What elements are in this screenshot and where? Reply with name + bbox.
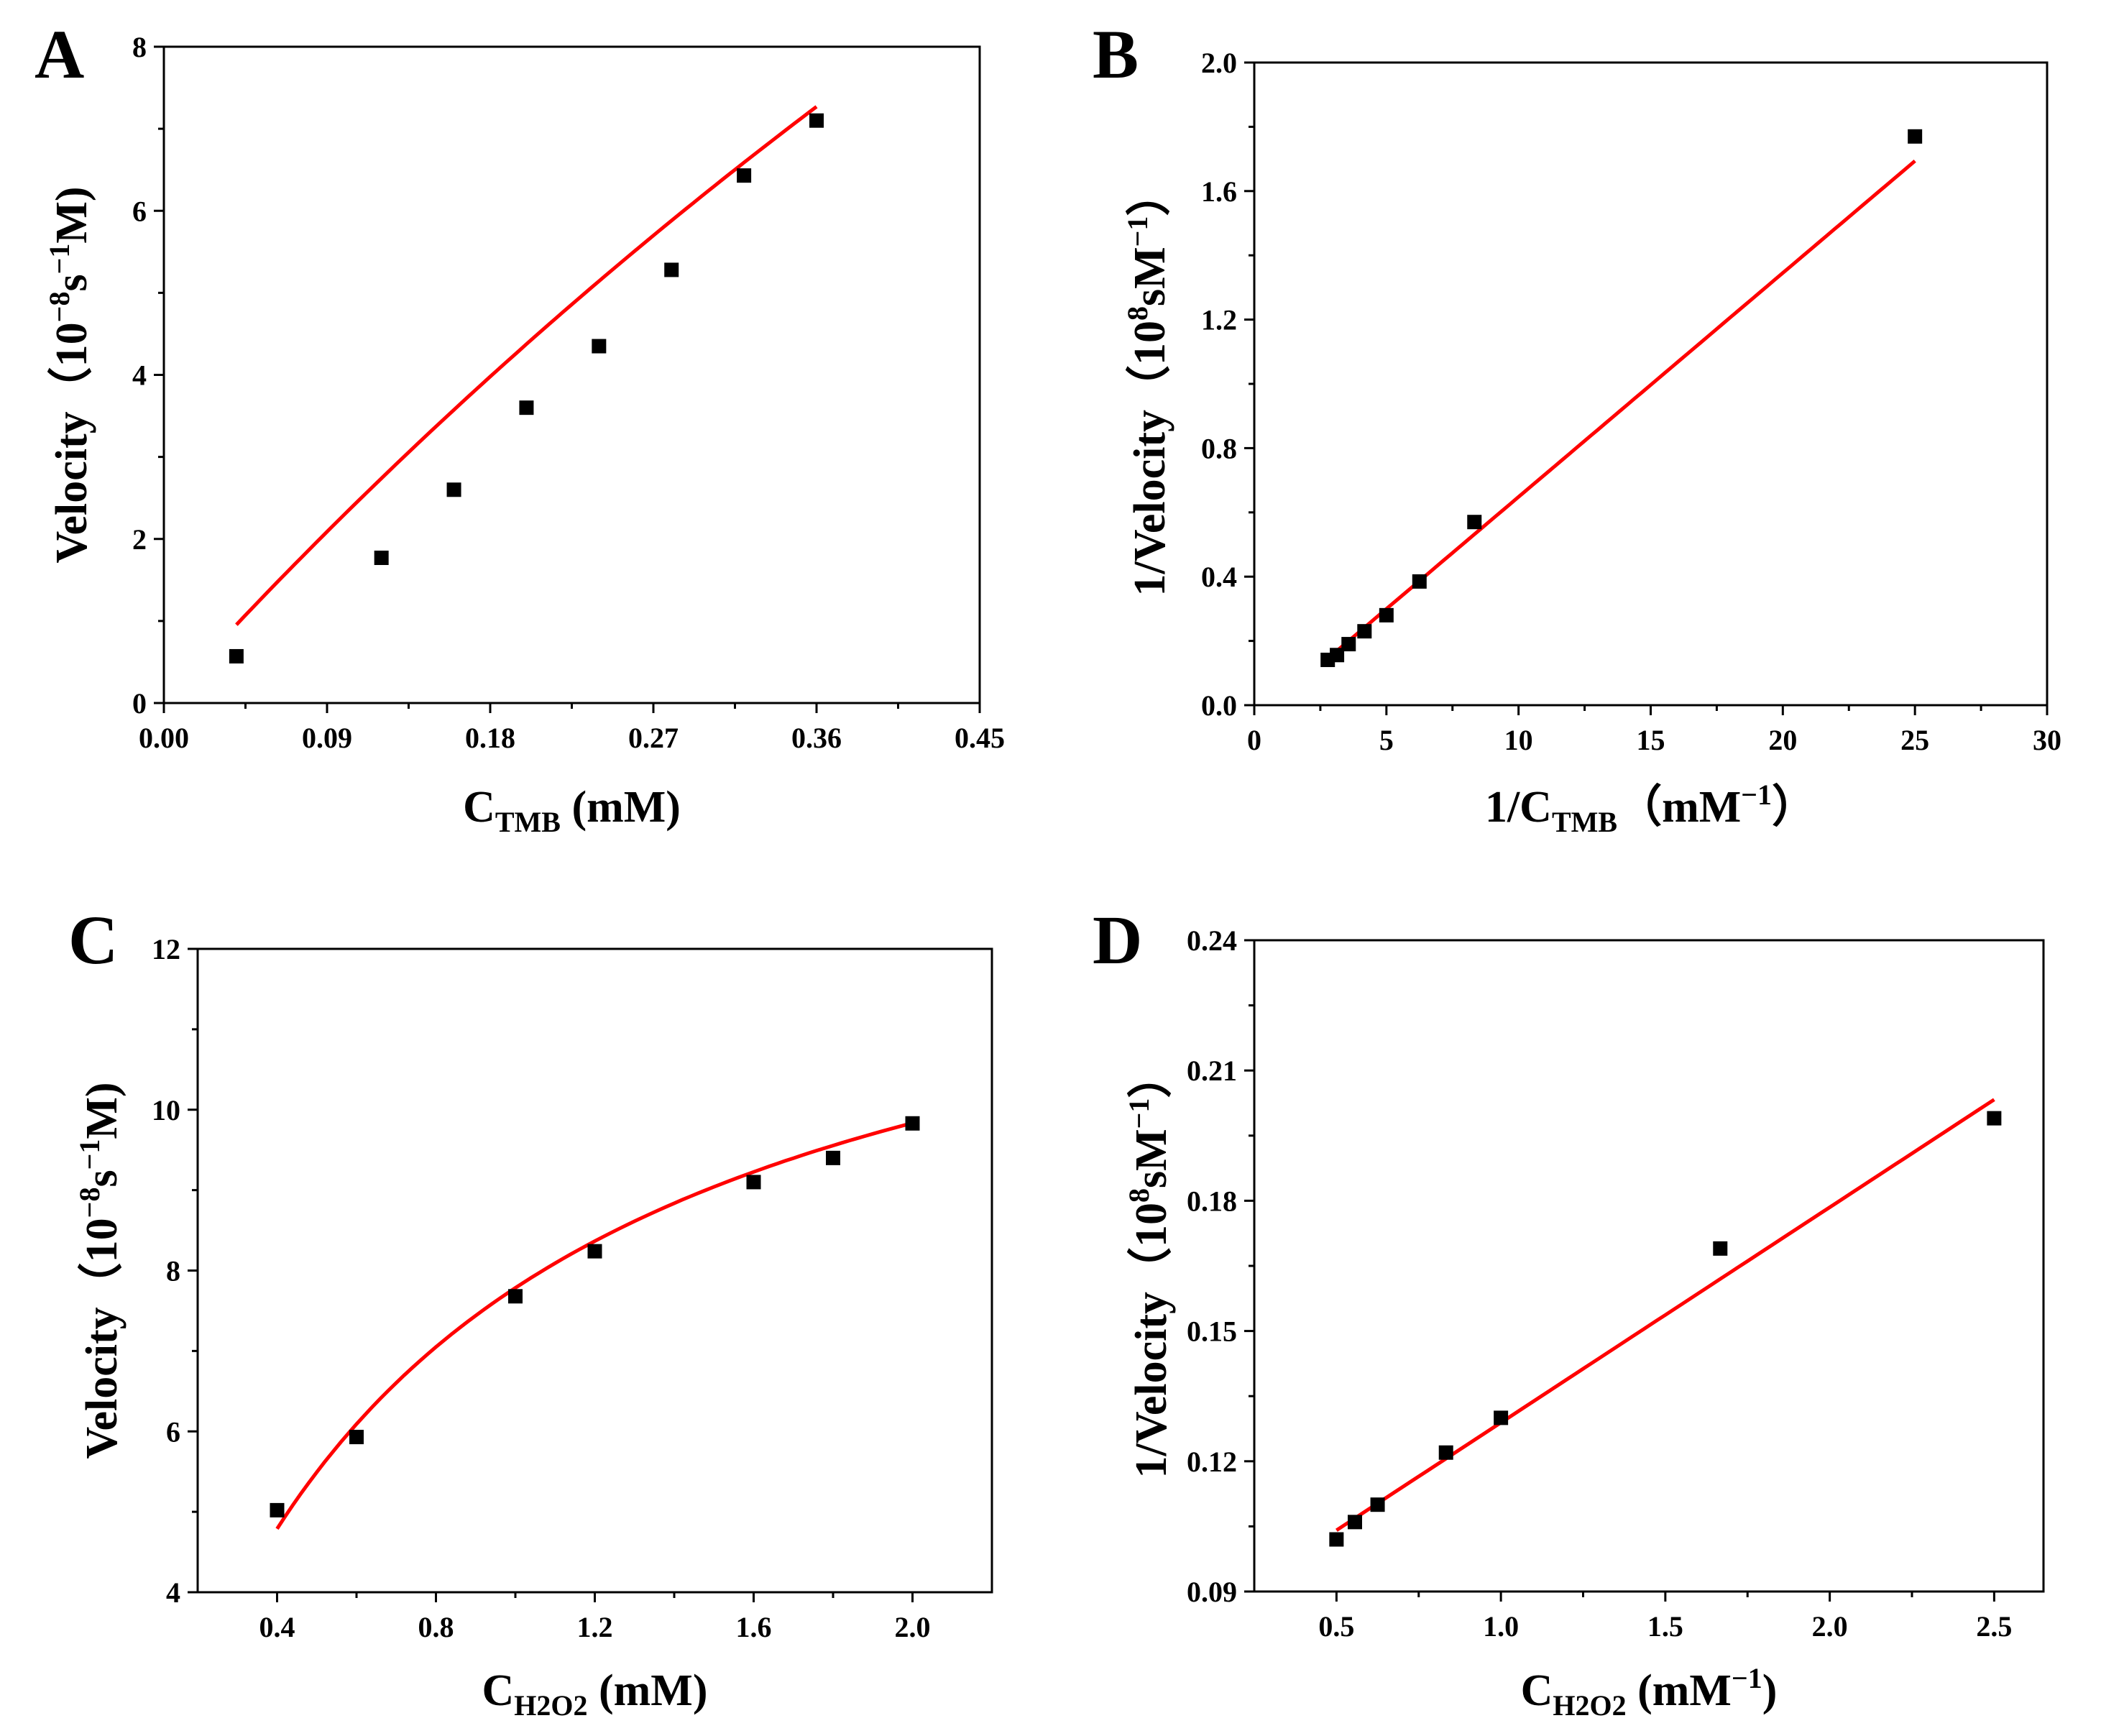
y-tick-label: 0.18 [1187,1185,1237,1217]
data-point [905,1116,920,1131]
x-axis-title: CH2O2 (mM) [482,1666,708,1722]
y-tick-label: 8 [132,31,147,63]
x-tick-label: 20 [1768,724,1797,756]
panel-b: B 0 5 10 15 20 25 30 0.0 0.4 0.8 1.2 1.6 2.0 1/CTMB（mM… [1093,16,2061,838]
x-tick-label: 2.0 [1812,1610,1848,1643]
y-tick-label: 2 [132,523,147,556]
plot-frame [162,45,981,704]
data-point [349,1430,364,1445]
x-tick-label: 0 [1247,724,1261,756]
data-point [826,1150,840,1165]
data-point [809,113,824,128]
x-tick-label: 15 [1637,724,1665,756]
x-tick-label: 0.09 [302,722,352,754]
x-tick-label: 0.45 [955,722,1005,754]
data-point [374,550,389,565]
plot-frame [196,947,993,1594]
x-tick-label: 1.6 [736,1611,772,1643]
plot-frame [1253,939,2045,1593]
data-point [1438,1445,1453,1460]
y-tick-label: 0.12 [1187,1446,1237,1478]
data-point [746,1175,761,1190]
x-tick-label: 1.5 [1647,1610,1683,1643]
panel-d: D 0.5 1.0 1.5 2.0 2.5 0.09 0.12 0.15 0.18 0.21 0.24… [1093,901,2045,1722]
data-point [519,400,534,415]
fit-line [235,105,818,626]
x-tick-label: 25 [1900,724,1929,756]
y-tick-label: 0.4 [1201,561,1237,593]
x-tick-label: 0.18 [465,722,515,754]
y-axis-title: Velocity（10−8s−1M) [73,1082,127,1459]
y-tick-label: 6 [166,1415,180,1448]
panel-label: D [1093,901,1142,978]
data-point [587,1244,602,1259]
y-tick-label: 10 [152,1094,180,1126]
data-point [229,648,244,663]
data-point [1987,1111,2002,1126]
y-tick-label: 8 [166,1255,180,1287]
data-point [1713,1241,1728,1256]
x-tick-label: 0.4 [259,1611,295,1643]
x-tick-label: 10 [1504,724,1533,756]
x-tick-label: 2.0 [895,1611,931,1643]
y-tick-label: 0.21 [1187,1055,1237,1087]
panel-c: C 0.4 0.8 1.2 1.6 2.0 4 6 8 10 12 CH2O2 (mM) Velocit… [68,901,993,1722]
panel-label: A [35,16,84,93]
data-point [1908,129,1923,144]
fit-line [275,1121,914,1530]
x-tick-label: 30 [2033,724,2061,756]
y-tick-label: 6 [132,195,147,227]
x-tick-label: 0.36 [791,722,842,754]
x-tick-label: 0.8 [418,1611,454,1643]
data-point [737,168,752,183]
data-point [592,339,607,354]
y-tick-label: 0.24 [1187,924,1237,957]
data-point [446,482,461,497]
fit-line [1335,1098,1995,1532]
x-tick-label: 5 [1379,724,1394,756]
x-axis-title: CH2O2 (mM−1) [1521,1662,1778,1722]
y-tick-label: 0.0 [1201,689,1237,722]
data-point [1329,1532,1344,1547]
x-tick-label: 2.5 [1976,1610,2012,1643]
data-point [1494,1410,1509,1425]
data-point [1467,515,1482,530]
y-axis-title: 1/Velocity（108sM−1） [1123,1054,1176,1479]
y-tick-label: 4 [132,359,147,392]
y-axis-title: Velocity（10−8s−1M) [43,186,96,563]
data-point [1379,607,1394,623]
y-tick-label: 1.6 [1201,175,1237,208]
data-point [1341,637,1356,652]
x-tick-label: 0.5 [1318,1610,1354,1643]
y-tick-label: 2.0 [1201,47,1237,79]
x-tick-label: 1.0 [1483,1610,1519,1643]
data-point [1412,574,1427,589]
y-tick-label: 0 [132,687,147,720]
y-tick-label: 0.09 [1187,1576,1237,1608]
panel-label: C [68,901,118,978]
y-tick-label: 12 [152,933,180,965]
data-point [270,1502,285,1517]
x-tick-label: 0.27 [628,722,679,754]
x-tick-label: 0.00 [139,722,189,754]
x-axis-title: CTMB (mM) [463,783,681,838]
y-tick-label: 0.15 [1187,1315,1237,1348]
panel-label: B [1093,16,1139,93]
y-tick-label: 0.8 [1201,432,1237,464]
x-tick-label: 1.2 [577,1611,613,1643]
panel-a: A 0.00 0.09 0.18 0.27 0.36 0.45 0 2 4 6 8 CTMB (mM) V… [35,16,1005,838]
data-point [1347,1515,1362,1530]
x-axis-title: 1/CTMB（mM−1） [1485,779,1816,838]
data-point [1370,1497,1385,1512]
y-tick-label: 4 [166,1576,180,1609]
data-point [1357,624,1372,639]
data-point [1330,648,1345,663]
data-point [664,262,679,277]
y-tick-label: 1.2 [1201,304,1237,336]
data-point [508,1289,523,1304]
y-axis-title: 1/Velocity（108sM−1） [1121,172,1174,597]
